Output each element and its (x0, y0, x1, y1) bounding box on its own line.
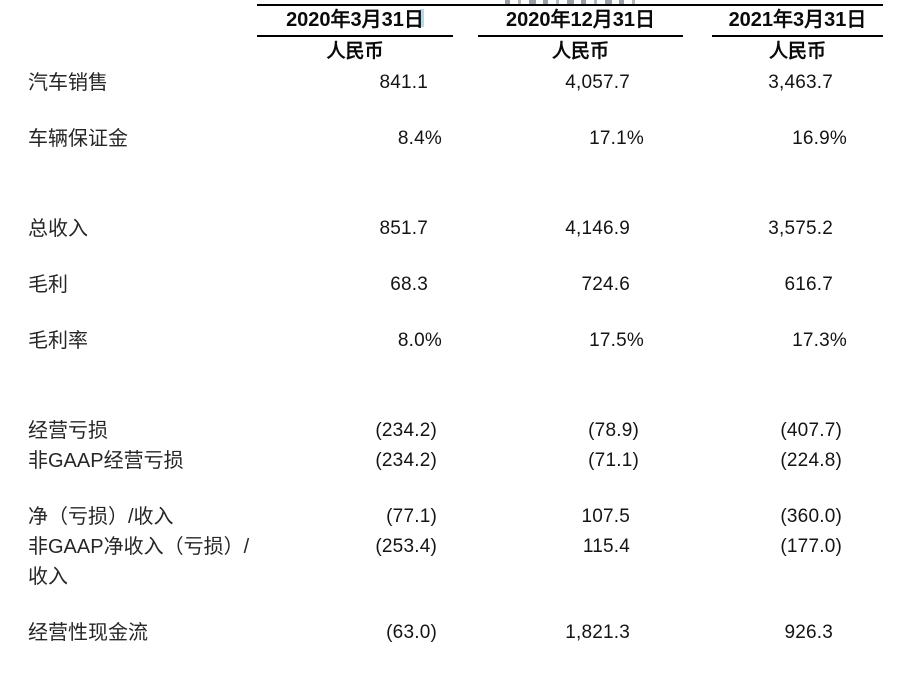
row-value-p3: 926.3 (784, 622, 833, 643)
table-row-gross-margin: 毛利率 8.0% 17.5% 17.3% (28, 326, 847, 356)
column-header-period-2: 2020年12月31日 人民币 (478, 6, 683, 63)
row-label: 汽车销售 (28, 72, 108, 94)
row-value-p1: (253.4) (375, 536, 437, 557)
row-value-p1: 8.0% (397, 330, 442, 351)
table-row-vehicle-sales: 汽车销售 841.1 4,057.7 3,463.7 (28, 68, 847, 98)
row-value-p3: 17.3% (792, 330, 847, 351)
table-row-vehicle-margin: 车辆保证金 8.4% 17.1% 16.9% (28, 124, 847, 154)
row-value-p1: 8.4% (397, 128, 442, 149)
row-label: 总收入 (28, 218, 88, 240)
period-1-date: 2020年3月31日 (257, 6, 453, 37)
row-value-p1: 68.3 (390, 274, 428, 295)
row-value-p2: 17.5% (589, 330, 644, 351)
row-label: 毛利 (28, 274, 68, 296)
row-label: 经营亏损 (28, 420, 108, 442)
row-value-p3: (360.0) (780, 506, 842, 527)
row-value-p2: 724.6 (581, 274, 630, 295)
row-label: 净（亏损）/收入 (28, 506, 174, 528)
row-value-p3: (407.7) (780, 420, 842, 441)
row-value-p2: 107.5 (581, 506, 630, 527)
text-cursor-artifact (420, 9, 424, 27)
table-row-operating-cash-flow: 经营性现金流 (63.0) 1,821.3 926.3 (28, 618, 847, 648)
table-row-gross-profit: 毛利 68.3 724.6 616.7 (28, 270, 847, 300)
period-2-currency: 人民币 (551, 41, 609, 62)
table-row-total-revenue: 总收入 851.7 4,146.9 3,575.2 (28, 214, 847, 244)
table-row-net-loss-income: 净（亏损）/收入 (77.1) 107.5 (360.0) (28, 502, 847, 532)
row-value-p1: (234.2) (375, 450, 437, 471)
cropped-text-remnant (505, 0, 643, 4)
row-value-p3: 3,463.7 (768, 72, 833, 93)
row-value-p1: (234.2) (375, 420, 437, 441)
row-value-p1: (63.0) (386, 622, 437, 643)
table-row-non-gaap-operating-loss: 非GAAP经营亏损 (234.2) (71.1) (224.8) (28, 446, 847, 476)
column-header-period-3: 2021年3月31日 人民币 (712, 6, 883, 63)
row-value-p1: 841.1 (379, 72, 428, 93)
period-3-currency: 人民币 (768, 41, 826, 62)
table-row-operating-loss: 经营亏损 (234.2) (78.9) (407.7) (28, 416, 847, 446)
row-label: 非GAAP经营亏损 (28, 450, 184, 472)
table-body: 汽车销售 841.1 4,057.7 3,463.7 车辆保证金 8.4% 17… (28, 68, 847, 648)
row-label: 毛利率 (28, 330, 88, 352)
row-value-p3: 616.7 (784, 274, 833, 295)
row-value-p2: 4,146.9 (565, 218, 630, 239)
period-2-date: 2020年12月31日 (478, 6, 683, 37)
row-value-p2: (71.1) (588, 450, 639, 471)
period-3-date: 2021年3月31日 (712, 6, 883, 37)
row-value-p2: 115.4 (582, 536, 630, 557)
row-value-p1: (77.1) (386, 506, 437, 527)
row-value-p2: 1,821.3 (565, 622, 630, 643)
row-value-p2: 17.1% (589, 128, 644, 149)
row-value-p3: (224.8) (780, 450, 842, 471)
row-value-p3: 3,575.2 (768, 218, 833, 239)
column-header-period-1: 2020年3月31日 人民币 (257, 6, 453, 63)
row-label: 车辆保证金 (28, 128, 128, 150)
row-value-p3: (177.0) (780, 536, 842, 557)
period-1-currency: 人民币 (326, 41, 384, 62)
header-top-rule (257, 4, 883, 6)
row-value-p3: 16.9% (792, 128, 847, 149)
row-value-p1: 851.7 (379, 218, 428, 239)
row-value-p2: (78.9) (588, 420, 639, 441)
row-value-p2: 4,057.7 (565, 72, 630, 93)
row-label: 非GAAP净收入（亏损）/收入 (28, 536, 250, 588)
row-label: 经营性现金流 (28, 622, 148, 644)
table-row-non-gaap-net-income-loss: 非GAAP净收入（亏损）/收入 (253.4) 115.4 (177.0) (28, 532, 847, 592)
